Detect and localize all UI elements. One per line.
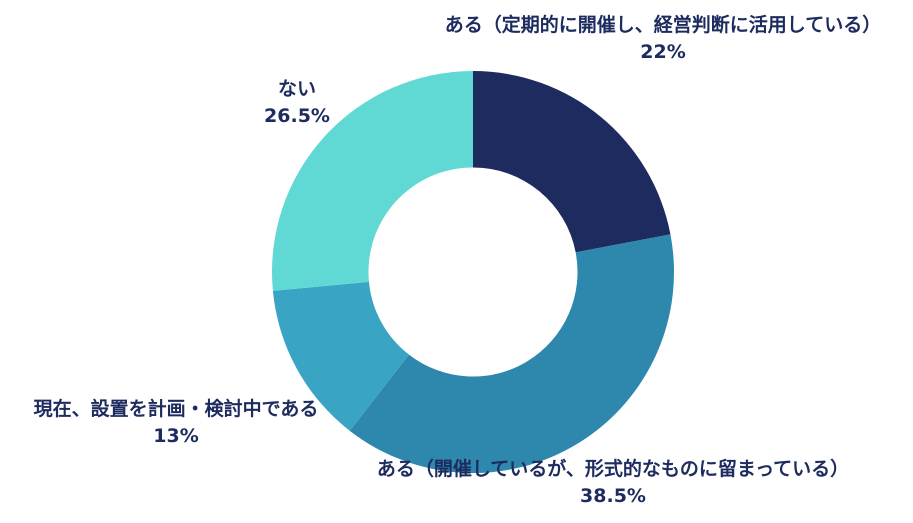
donut-segment-0 <box>473 71 671 253</box>
segment-label-text: ある（開催しているが、形式的なものに留まっている） <box>376 458 850 480</box>
segment-percentage: 22% <box>640 41 686 63</box>
segment-percentage: 38.5% <box>580 485 646 507</box>
segment-label-regular-meetings: ある（定期的に開催し、経営判断に活用している） 22% <box>445 12 881 66</box>
segment-label-text: ない <box>277 78 317 100</box>
segment-label-none: ない 26.5% <box>264 76 330 130</box>
donut-segment-1 <box>349 234 674 474</box>
segment-percentage: 13% <box>153 425 199 447</box>
segment-label-text: 現在、設置を計画・検討中である <box>33 398 319 420</box>
segment-percentage: 26.5% <box>264 105 330 127</box>
segment-label-formal-only: ある（開催しているが、形式的なものに留まっている） 38.5% <box>377 456 849 510</box>
segment-label-planning: 現在、設置を計画・検討中である 13% <box>34 396 319 450</box>
donut-segment-3 <box>272 71 473 291</box>
segment-label-text: ある（定期的に開催し、経営判断に活用している） <box>444 14 882 36</box>
donut-segment-2 <box>272 281 409 431</box>
